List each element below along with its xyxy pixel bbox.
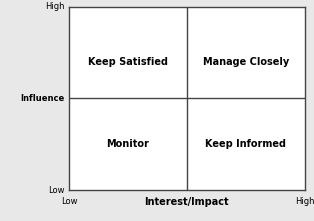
Text: Keep Satisfied: Keep Satisfied	[88, 57, 168, 67]
Text: Low: Low	[61, 197, 77, 206]
Text: Interest/Impact: Interest/Impact	[144, 197, 229, 207]
Text: High: High	[295, 197, 314, 206]
Text: Low: Low	[48, 186, 64, 194]
Text: Monitor: Monitor	[106, 139, 149, 149]
Text: Keep Informed: Keep Informed	[205, 139, 286, 149]
Text: Manage Closely: Manage Closely	[203, 57, 289, 67]
Text: High: High	[45, 2, 64, 11]
Text: Influence: Influence	[20, 94, 64, 103]
